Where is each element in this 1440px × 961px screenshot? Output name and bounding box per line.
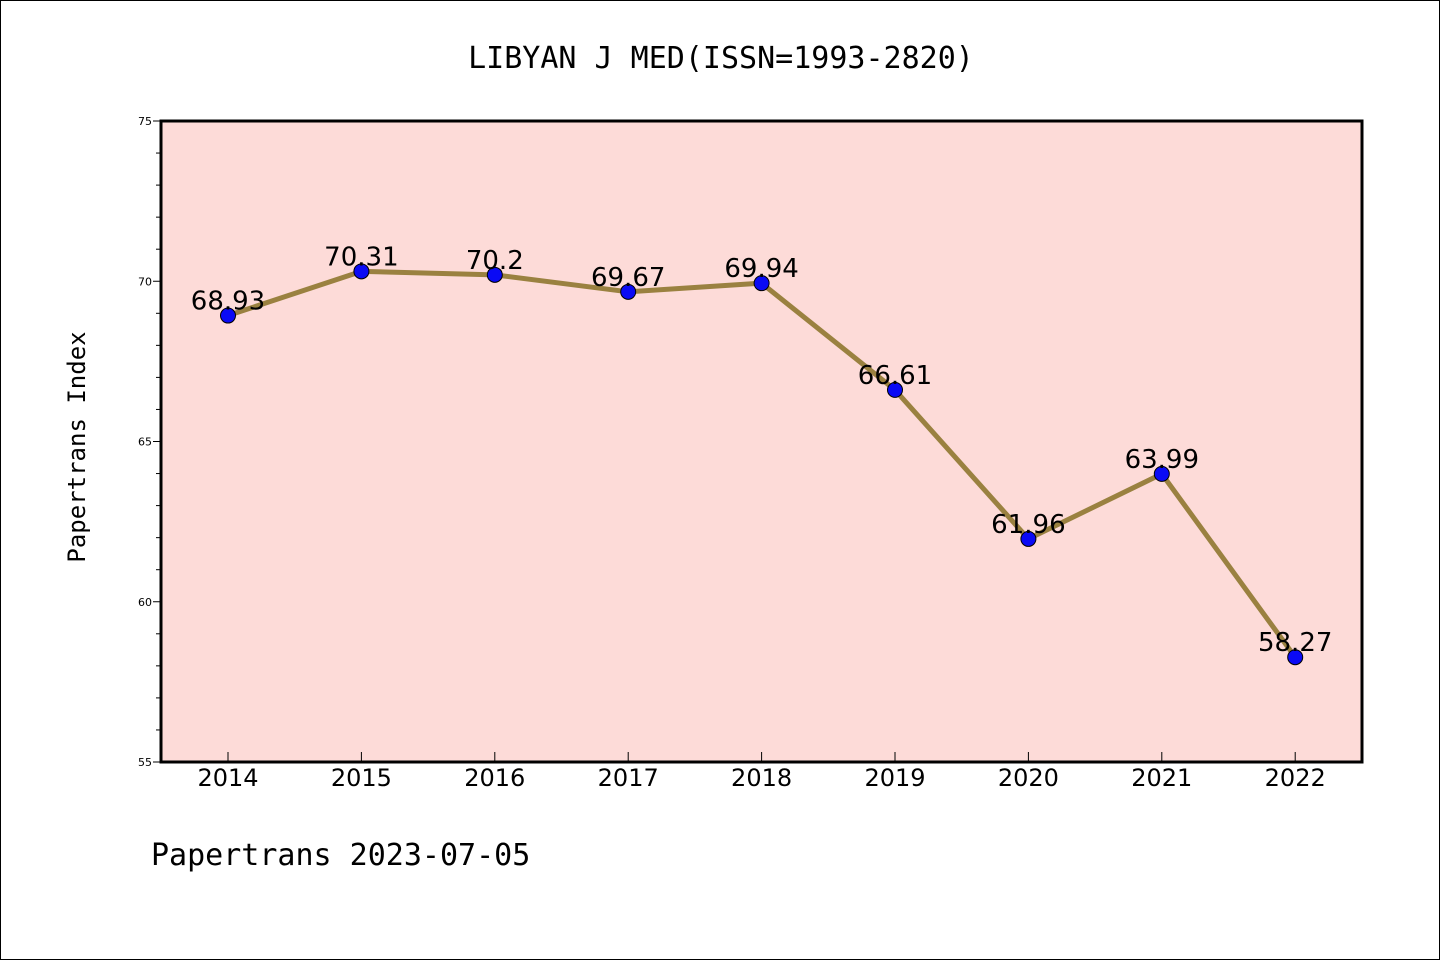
y-axis-ticks: 55 60 65 70 75 (138, 115, 161, 769)
data-markers (220, 263, 1304, 666)
data-point (1153, 465, 1170, 482)
x-tick-label: 2015 (331, 764, 392, 792)
y-tick-label: 70 (138, 275, 152, 288)
data-point (486, 266, 503, 283)
x-tick-label: 2022 (1265, 764, 1326, 792)
y-axis-label: Papertrans Index (63, 331, 91, 562)
data-label: 61.96 (991, 510, 1065, 540)
y-tick-label: 65 (138, 436, 152, 449)
data-point (620, 283, 637, 300)
x-tick-label: 2018 (731, 764, 792, 792)
data-point (220, 307, 236, 324)
y-tick-label: 60 (138, 596, 152, 609)
data-label: 69.94 (724, 254, 798, 284)
data-label: 58.27 (1258, 628, 1332, 658)
y-tick-label: 55 (138, 756, 152, 769)
plot-area (159, 119, 1364, 764)
x-axis-ticks: 2014 2015 2016 2017 2018 2019 2020 2021 2022 (197, 752, 1326, 792)
y-tick-label: 75 (138, 115, 152, 128)
x-tick-label: 2019 (864, 764, 925, 792)
data-label: 70.31 (324, 242, 398, 272)
x-tick-label: 2016 (464, 764, 525, 792)
data-label: 63.99 (1125, 445, 1199, 475)
data-point (1020, 530, 1037, 547)
data-label: 70.2 (466, 246, 524, 276)
x-tick-label: 2014 (197, 764, 258, 792)
data-label: 68.93 (191, 287, 265, 317)
data-label: 66.61 (858, 361, 932, 391)
data-point (753, 275, 770, 292)
x-tick-label: 2021 (1131, 764, 1192, 792)
data-point (887, 381, 903, 398)
data-label: 69.67 (591, 263, 665, 293)
data-labels: 68.93 70.31 70.2 69.67 69.94 66.61 61.96 63.99 5… (191, 242, 1333, 658)
chart-title: LIBYAN J MED(ISSN=1993-2820) (468, 41, 974, 76)
x-tick-label: 2017 (598, 764, 659, 792)
x-tick-label: 2020 (998, 764, 1059, 792)
data-point (353, 263, 370, 280)
footer-date: Papertrans 2023-07-05 (151, 838, 530, 873)
data-point (1287, 649, 1304, 666)
